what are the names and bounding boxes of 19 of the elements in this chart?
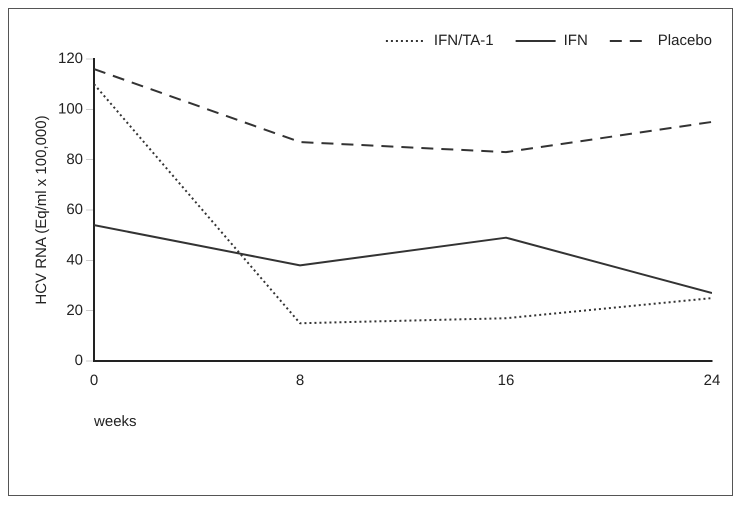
y-axis-title: HCV RNA (Eq/ml x 100,000) bbox=[33, 115, 50, 305]
picture-frame: weeks HCV RNA (Eq/ml x 100,000) 0 8 16 24 0 20 40 60 80 100 120 IFN/TA-1 IFN Placebo bbox=[8, 8, 733, 496]
y-tick-label: 60 bbox=[66, 201, 84, 218]
y-tick-label: 0 bbox=[74, 352, 84, 370]
y-tick-label: 100 bbox=[58, 100, 84, 118]
x-tick-label: 16 bbox=[498, 372, 514, 390]
y-tick-label: 120 bbox=[58, 50, 84, 68]
y-tick-label: 80 bbox=[66, 150, 84, 168]
x-axis-title: weeks bbox=[93, 413, 137, 430]
legend-label: Placebo bbox=[658, 32, 712, 50]
x-tick-label: 8 bbox=[296, 372, 304, 390]
x-tick-label: 0 bbox=[90, 372, 98, 390]
line-series bbox=[94, 68, 712, 154]
legend-label: IFN/TA-1 bbox=[434, 32, 494, 50]
y-tick-label: 20 bbox=[66, 302, 84, 319]
line-series bbox=[94, 83, 712, 324]
x-tick-label: 24 bbox=[704, 372, 720, 390]
y-tick-label: 40 bbox=[66, 251, 84, 268]
legend-label: IFN bbox=[564, 32, 588, 50]
